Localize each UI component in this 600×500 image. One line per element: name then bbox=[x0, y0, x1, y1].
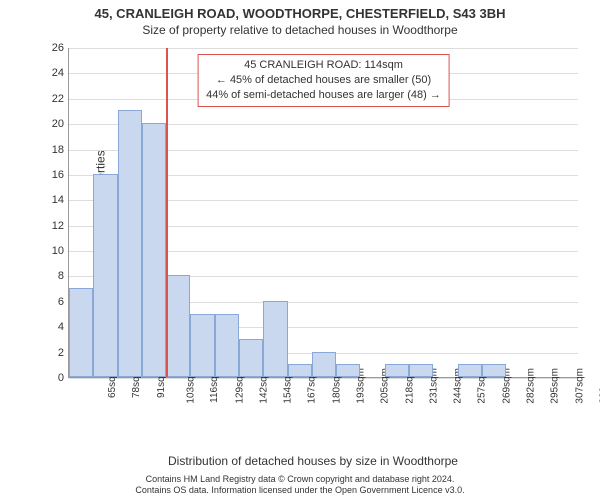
y-tick: 4 bbox=[34, 321, 64, 333]
histogram-bar bbox=[385, 364, 409, 377]
footer: Contains HM Land Registry data © Crown c… bbox=[0, 474, 600, 496]
chart-container: Number of detached properties 0246810121… bbox=[48, 48, 578, 418]
footer-line-1: Contains HM Land Registry data © Crown c… bbox=[0, 474, 600, 485]
y-tick: 0 bbox=[34, 372, 64, 384]
y-tick: 14 bbox=[34, 194, 64, 206]
annotation-line: 45 CRANLEIGH ROAD: 114sqm bbox=[206, 58, 441, 73]
property-marker-line bbox=[166, 48, 168, 377]
footer-line-2: Contains OS data. Information licensed u… bbox=[0, 485, 600, 496]
x-axis-label: Distribution of detached houses by size … bbox=[48, 454, 578, 468]
histogram-bar bbox=[239, 339, 263, 377]
histogram-bar bbox=[69, 288, 93, 377]
histogram-bar bbox=[336, 364, 360, 377]
y-tick: 16 bbox=[34, 169, 64, 181]
y-tick: 8 bbox=[34, 270, 64, 282]
y-tick: 24 bbox=[34, 67, 64, 79]
histogram-bar bbox=[312, 352, 336, 377]
y-tick: 12 bbox=[34, 220, 64, 232]
histogram-bar bbox=[93, 174, 117, 377]
page-title: 45, CRANLEIGH ROAD, WOODTHORPE, CHESTERF… bbox=[0, 0, 600, 21]
y-tick: 26 bbox=[34, 42, 64, 54]
histogram-bar bbox=[118, 110, 142, 377]
x-tick: 307sqm bbox=[574, 368, 585, 404]
histogram-bar bbox=[166, 275, 190, 377]
histogram-bar bbox=[288, 364, 312, 377]
y-tick: 2 bbox=[34, 347, 64, 359]
page-subtitle: Size of property relative to detached ho… bbox=[0, 21, 600, 37]
x-tick: 282sqm bbox=[526, 368, 537, 404]
y-tick: 10 bbox=[34, 245, 64, 257]
annotation-box: 45 CRANLEIGH ROAD: 114sqm← 45% of detach… bbox=[197, 54, 450, 107]
x-tick: 295sqm bbox=[550, 368, 561, 404]
histogram-bar bbox=[409, 364, 433, 377]
plot-area: 0246810121416182022242665sqm78sqm91sqm10… bbox=[68, 48, 578, 378]
histogram-bar bbox=[215, 314, 239, 377]
histogram-bar bbox=[458, 364, 482, 377]
histogram-bar bbox=[482, 364, 506, 377]
y-tick: 18 bbox=[34, 144, 64, 156]
histogram-bar bbox=[142, 123, 166, 377]
annotation-line: ← 45% of detached houses are smaller (50… bbox=[206, 73, 441, 88]
gridline bbox=[69, 48, 578, 49]
histogram-bar bbox=[190, 314, 214, 377]
y-tick: 20 bbox=[34, 118, 64, 130]
histogram-bar bbox=[263, 301, 287, 377]
annotation-line: 44% of semi-detached houses are larger (… bbox=[206, 88, 441, 103]
y-tick: 6 bbox=[34, 296, 64, 308]
y-tick: 22 bbox=[34, 93, 64, 105]
